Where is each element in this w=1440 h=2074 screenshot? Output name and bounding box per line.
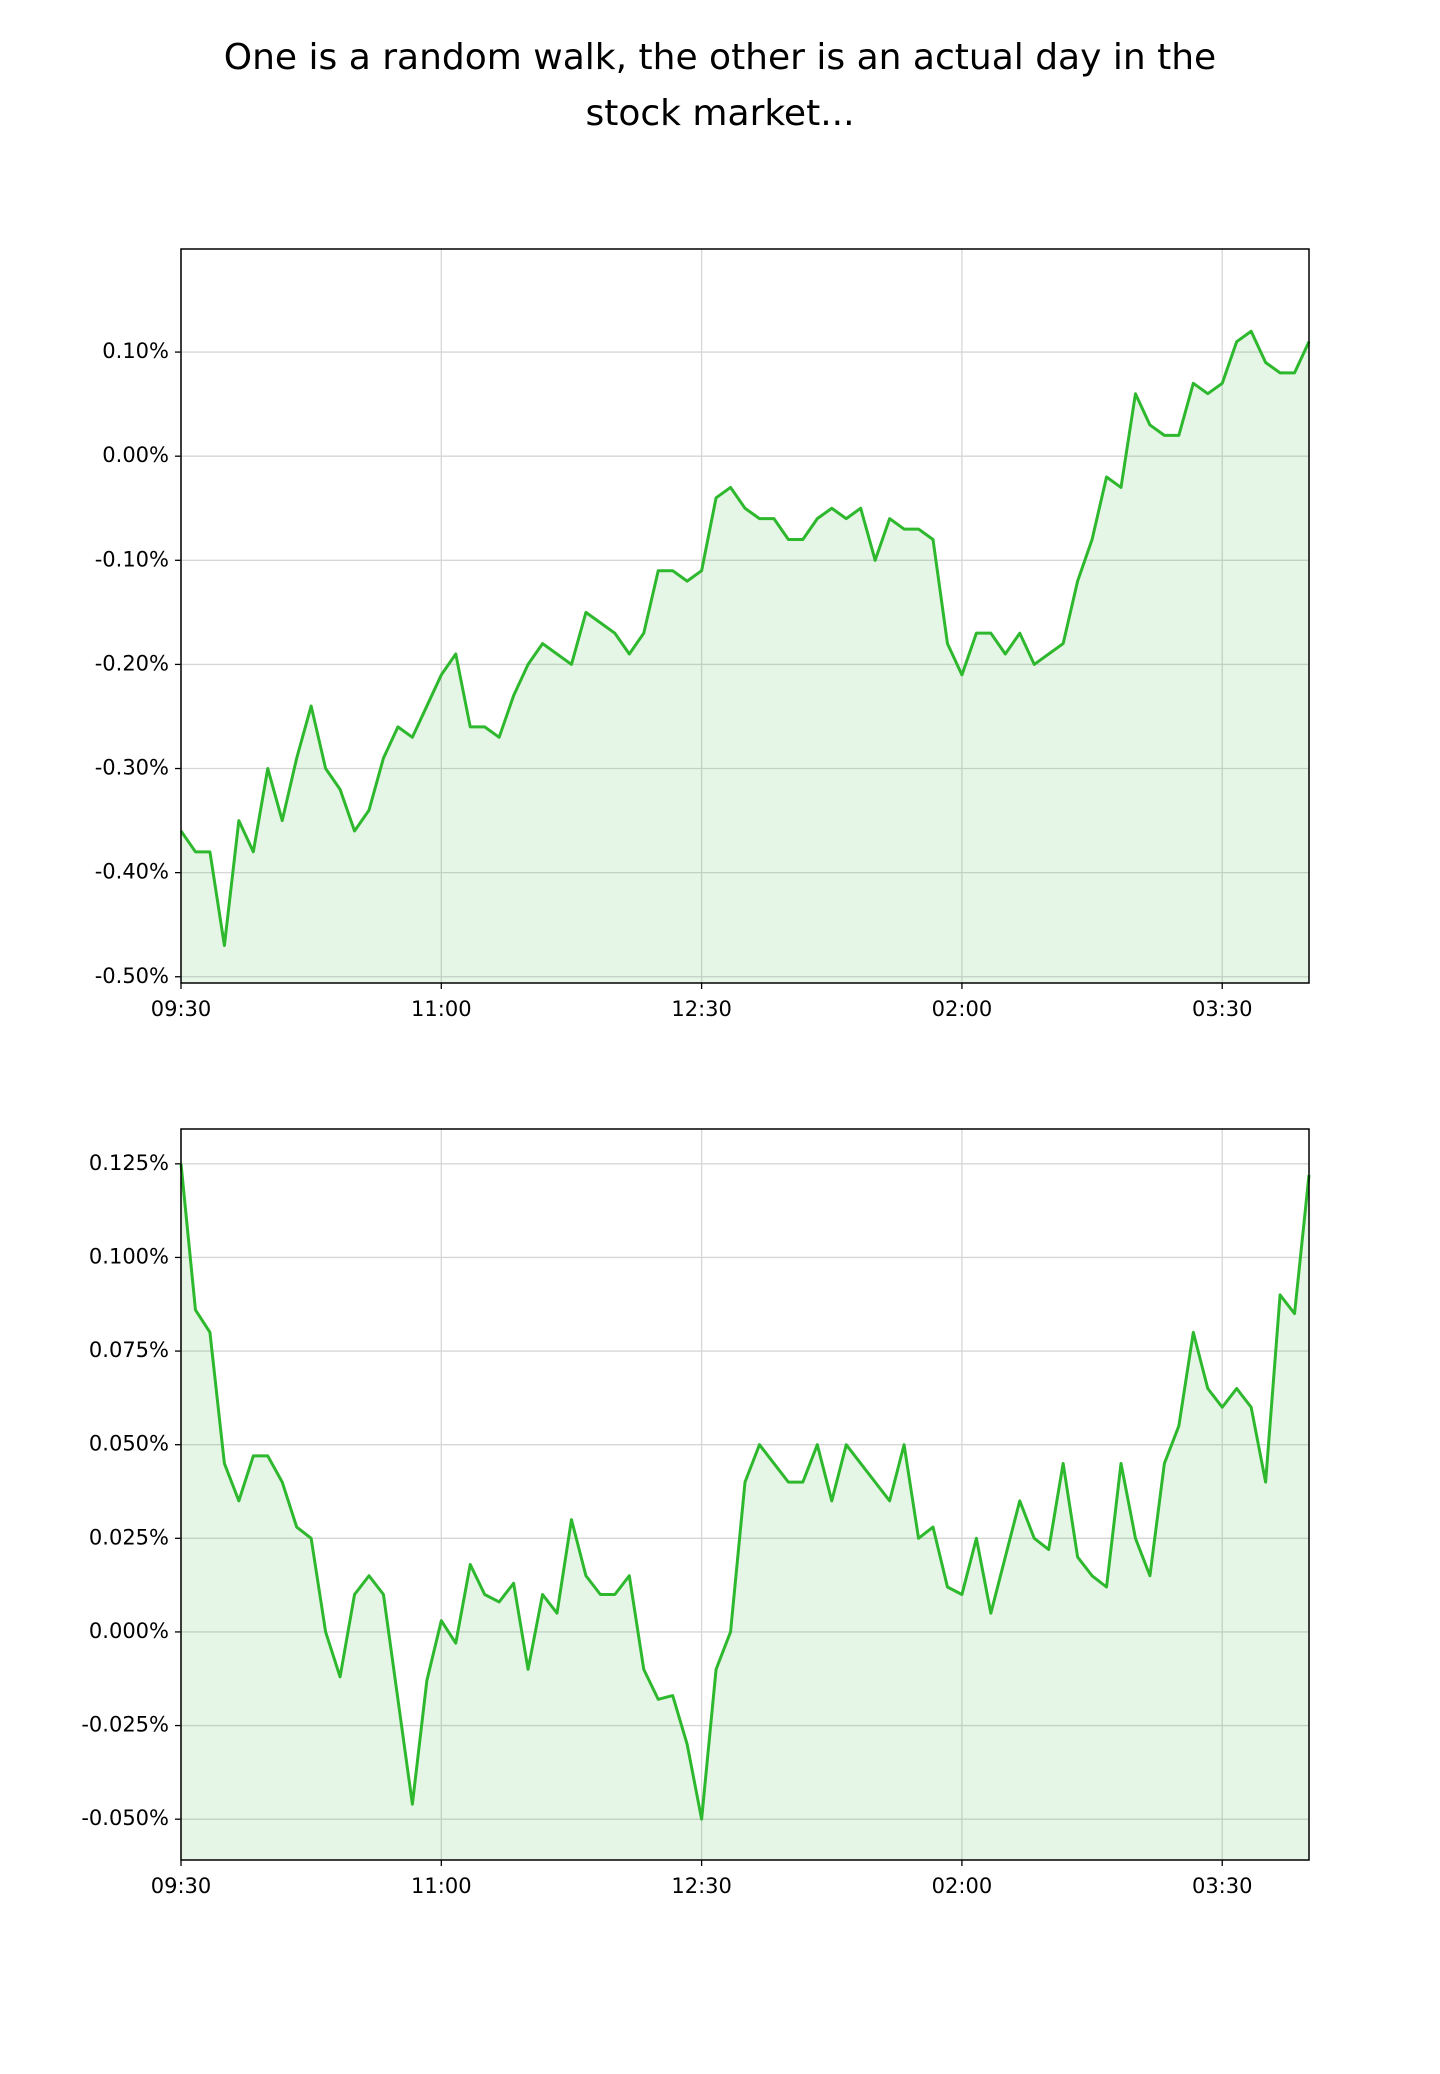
x-tick-label: 02:00	[932, 1874, 993, 1898]
y-tick-label: 0.000%	[89, 1619, 169, 1643]
y-tick-label: 0.100%	[89, 1244, 169, 1268]
y-tick-label: -0.30%	[95, 756, 169, 780]
y-tick-label: -0.050%	[81, 1806, 169, 1830]
x-tick-label: 09:30	[151, 997, 212, 1021]
figure-title: One is a random walk, the other is an ac…	[223, 37, 1217, 134]
area	[181, 331, 1309, 983]
y-tick-label: 0.00%	[102, 443, 169, 467]
y-tick-label: 0.10%	[102, 339, 169, 363]
area	[181, 1163, 1309, 1860]
x-tick-label: 12:30	[671, 997, 732, 1021]
line	[179, 1163, 1311, 1821]
y-tick-label: -0.40%	[95, 860, 169, 884]
x-tick-label: 09:30	[151, 1874, 212, 1898]
y-tick-label: -0.025%	[81, 1713, 169, 1737]
y-tick-label: -0.50%	[95, 964, 169, 988]
y-tick-label: 0.075%	[89, 1338, 169, 1362]
x-tick-label: 03:30	[1192, 997, 1253, 1021]
y-tick-label: -0.10%	[95, 547, 169, 571]
y-tick-label: 0.125%	[89, 1151, 169, 1175]
y-tick-label: 0.025%	[89, 1525, 169, 1549]
y-tick-label: -0.20%	[95, 651, 169, 675]
x-tick-label: 02:00	[932, 997, 993, 1021]
x-tick-label: 03:30	[1192, 1874, 1253, 1898]
y-tick-label: 0.050%	[89, 1432, 169, 1456]
line	[179, 329, 1311, 948]
plot-frame	[180, 1128, 1310, 1861]
x-tick-label: 12:30	[671, 1874, 732, 1898]
plot-frame	[180, 248, 1310, 984]
x-tick-label: 11:00	[411, 1874, 472, 1898]
x-tick-label: 11:00	[411, 997, 472, 1021]
